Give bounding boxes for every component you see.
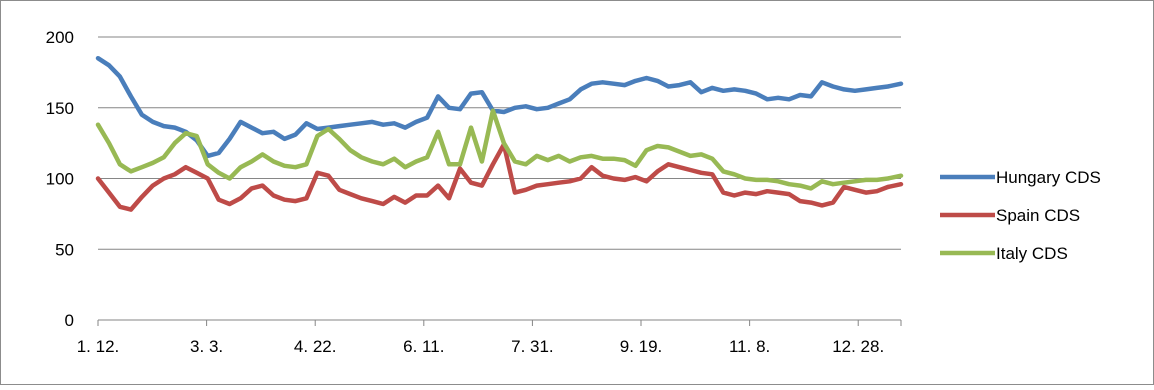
y-tick-label: 150	[46, 99, 74, 118]
x-tick-label: 7. 31.	[511, 337, 554, 356]
series-line-italy-cds	[95, 108, 904, 191]
x-tick-label: 12. 28.	[832, 337, 884, 356]
x-tick-label: 11. 8.	[729, 337, 770, 356]
axes: 0 50 100 150 200 1. 12. 3. 3. 4. 22. 6. 11. 7. 31…	[46, 28, 902, 356]
x-tick-label: 9. 19.	[620, 337, 663, 356]
series-lines	[95, 55, 904, 212]
series-line-spain-cds	[95, 142, 904, 212]
legend-label: Spain CDS	[996, 206, 1080, 225]
x-tick-label: 1. 12.	[77, 337, 120, 356]
x-tick-label: 6. 11.	[403, 337, 444, 356]
x-tick-label: 3. 3.	[190, 337, 223, 356]
y-tick-label: 200	[46, 28, 74, 47]
y-tick-label: 0	[65, 311, 74, 330]
y-tick-label: 50	[55, 240, 74, 259]
legend: Hungary CDS Spain CDS Italy CDS	[940, 168, 1101, 263]
y-tick-label: 100	[46, 170, 74, 189]
x-tick-label: 4. 22.	[294, 337, 337, 356]
legend-label: Hungary CDS	[996, 168, 1101, 187]
series-line-hungary-cds	[95, 55, 904, 159]
legend-label: Italy CDS	[996, 244, 1068, 263]
